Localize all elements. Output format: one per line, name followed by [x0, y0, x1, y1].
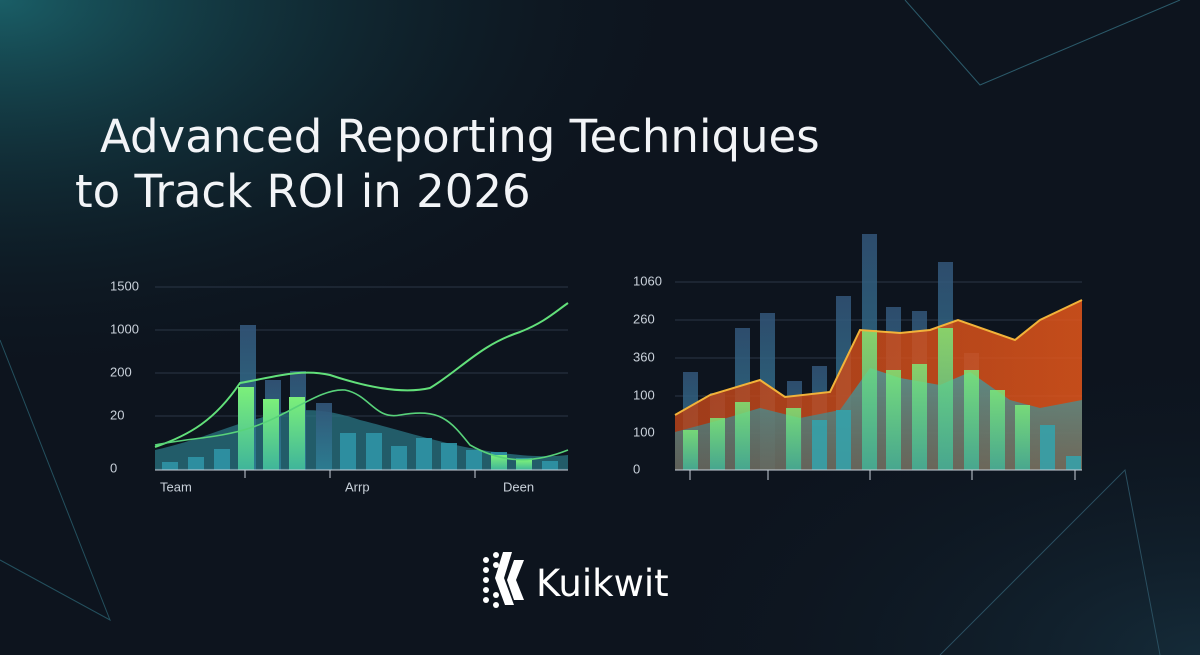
y-tick-label: 20 — [110, 407, 124, 422]
bar — [1040, 425, 1055, 470]
y-tick-label: 1000 — [110, 321, 139, 336]
bar — [366, 433, 382, 470]
y-tick-label: 100 — [633, 424, 655, 439]
bar — [289, 397, 305, 470]
y-tick-label: 0 — [110, 460, 117, 475]
bar — [516, 460, 532, 470]
bar — [786, 408, 801, 470]
trend-line — [154, 389, 569, 461]
bar — [836, 410, 851, 470]
bar — [391, 446, 407, 470]
deco-line — [904, 0, 1181, 86]
logo-icon — [483, 552, 524, 608]
y-tick-label: 100 — [633, 387, 655, 402]
bar — [710, 418, 725, 470]
y-tick-label: 200 — [110, 364, 132, 379]
bar — [683, 430, 698, 470]
bar — [1015, 405, 1030, 470]
y-tick-label: 1500 — [110, 278, 139, 293]
bar — [162, 462, 178, 470]
bar — [214, 449, 230, 470]
bar — [735, 402, 750, 470]
bar — [912, 364, 927, 470]
bar — [188, 457, 204, 470]
bar — [340, 433, 356, 470]
trend-line — [674, 299, 1083, 416]
x-tick-label: Deen — [503, 479, 534, 494]
y-tick-label: 360 — [633, 349, 655, 364]
bar — [441, 443, 457, 470]
x-tick-label: Team — [160, 479, 192, 494]
brand-logo: Kuikwit — [483, 552, 669, 608]
bar — [1066, 456, 1081, 470]
bar — [466, 450, 482, 470]
title-line: to Track ROI in 2026 — [75, 165, 531, 218]
bar — [990, 390, 1005, 470]
bar — [491, 455, 507, 470]
bar — [862, 330, 877, 470]
bar — [938, 328, 953, 470]
area — [675, 368, 1082, 470]
right-chart: 1060 260 360 100 100 0 — [633, 234, 1083, 480]
bar — [416, 438, 432, 470]
y-tick-label: 260 — [633, 311, 655, 326]
title-line: Advanced Reporting Techniques — [100, 110, 820, 163]
bar — [964, 370, 979, 470]
y-tick-label: 0 — [633, 461, 640, 476]
bar — [886, 370, 901, 470]
x-tick-label: Arrp — [345, 479, 370, 494]
deco-line — [0, 339, 111, 622]
bar — [316, 403, 332, 470]
brand-name: Kuikwit — [536, 562, 669, 605]
bar — [263, 399, 279, 470]
bar — [542, 461, 558, 470]
bar — [812, 420, 827, 470]
y-tick-label: 1060 — [633, 273, 662, 288]
trend-line — [154, 302, 569, 448]
deco-line — [939, 468, 1161, 655]
